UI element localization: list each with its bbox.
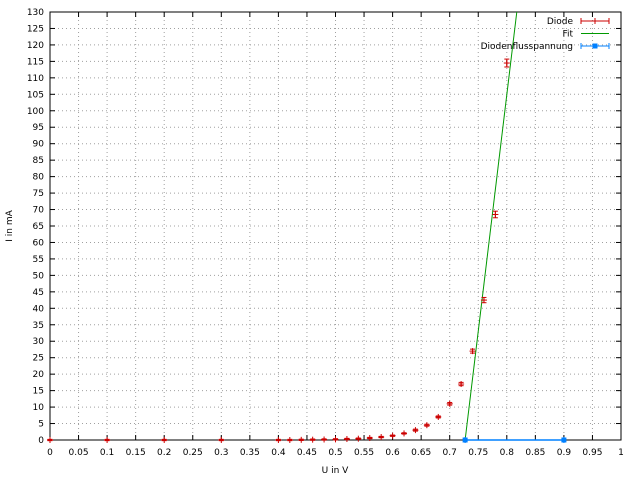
diode-point xyxy=(423,422,430,429)
legend-label: Diode xyxy=(547,17,574,27)
diode-point xyxy=(275,437,282,443)
y-tick-label: 70 xyxy=(33,206,45,216)
x-tick-label: 0.8 xyxy=(500,448,515,458)
legend-label: Diodenflusspannung xyxy=(481,42,573,52)
series-diodenflusspannung xyxy=(462,437,567,443)
y-tick-label: 110 xyxy=(27,74,44,84)
y-tick-label: 75 xyxy=(33,189,44,199)
y-tick-label: 85 xyxy=(33,156,44,166)
x-tick-label: 0.95 xyxy=(582,448,602,458)
y-tick-label: 45 xyxy=(33,288,44,298)
y-tick-label: 120 xyxy=(27,41,44,51)
series-fit xyxy=(464,11,518,441)
x-tick-label: 0.35 xyxy=(240,448,260,458)
x-tick-label: 0.15 xyxy=(126,448,146,458)
diode-point xyxy=(435,413,442,420)
y-tick-label: 10 xyxy=(33,403,45,413)
diodenflusspannung-point xyxy=(561,437,567,443)
y-axis: 0 5 10 15 20 25 30 35 40 45 50 55 60 65 70 75 80 85 90 95 10… xyxy=(27,8,621,446)
y-tick-label: 95 xyxy=(33,123,44,133)
y-tick-label: 0 xyxy=(38,436,44,446)
x-axis-label: U in V xyxy=(322,466,350,476)
diode-point xyxy=(492,210,499,219)
x-tick-label: 0.4 xyxy=(271,448,286,458)
y-tick-label: 80 xyxy=(33,173,45,183)
y-tick-label: 25 xyxy=(33,354,44,364)
diode-point xyxy=(389,432,396,439)
x-tick-label: 0.75 xyxy=(468,448,488,458)
y-tick-label: 30 xyxy=(33,337,45,347)
x-tick-label: 0.1 xyxy=(100,448,114,458)
fit-line xyxy=(464,11,518,441)
y-tick-label: 105 xyxy=(27,90,44,100)
x-tick-label: 1 xyxy=(618,448,624,458)
diode-point xyxy=(458,381,465,388)
x-tick-label: 0.65 xyxy=(411,448,431,458)
legend-entry-diode: Diode xyxy=(547,17,610,27)
y-axis-label: I in mA xyxy=(5,209,15,241)
diode-point xyxy=(480,296,487,304)
y-tick-label: 50 xyxy=(33,271,45,281)
x-tick-label: 0.6 xyxy=(385,448,400,458)
x-tick-label: 0.9 xyxy=(557,448,572,458)
diode-point xyxy=(412,427,419,434)
y-tick-label: 65 xyxy=(33,222,44,232)
x-tick-label: 0.45 xyxy=(297,448,317,458)
x-tick-label: 0.7 xyxy=(443,448,457,458)
diode-point xyxy=(47,437,53,443)
legend-entry-diodenflusspannung: Diodenflusspannung xyxy=(481,42,610,52)
y-tick-label: 20 xyxy=(33,370,45,380)
series-diode xyxy=(47,58,510,443)
diode-point xyxy=(218,437,225,443)
diode-point xyxy=(332,436,339,443)
x-tick-label: 0.5 xyxy=(328,448,342,458)
y-tick-label: 125 xyxy=(27,24,44,34)
y-tick-label: 35 xyxy=(33,321,44,331)
series-layer xyxy=(47,11,567,443)
legend-label: Fit xyxy=(562,30,573,40)
y-tick-label: 130 xyxy=(27,8,44,18)
x-tick-label: 0.25 xyxy=(183,448,203,458)
diode-point xyxy=(343,436,350,443)
y-tick-label: 100 xyxy=(27,107,44,117)
y-tick-label: 5 xyxy=(38,420,44,430)
y-tick-label: 60 xyxy=(33,238,45,248)
diode-point xyxy=(469,348,476,355)
diode-point xyxy=(161,437,168,443)
x-tick-label: 0.05 xyxy=(69,448,89,458)
diode-point xyxy=(298,436,305,443)
diode-point xyxy=(503,58,510,68)
y-tick-label: 40 xyxy=(33,304,45,314)
x-tick-label: 0 xyxy=(47,448,53,458)
diode-point xyxy=(366,435,373,442)
legend: Diode Fit Diodenflusspannung xyxy=(481,17,610,52)
x-tick-label: 0.3 xyxy=(214,448,228,458)
y-tick-label: 15 xyxy=(33,387,44,397)
legend-swatch-marker xyxy=(592,43,598,49)
y-tick-label: 55 xyxy=(33,255,44,265)
x-tick-label: 0.2 xyxy=(157,448,171,458)
y-tick-label: 115 xyxy=(27,57,44,67)
diode-point xyxy=(355,435,362,442)
x-tick-label: 0.85 xyxy=(525,448,545,458)
y-tick-label: 90 xyxy=(33,140,45,150)
diode-point xyxy=(321,436,328,443)
legend-entry-fit: Fit xyxy=(562,30,609,40)
diode-point xyxy=(104,437,111,443)
diode-point xyxy=(401,430,408,437)
diodenflusspannung-point xyxy=(462,437,468,443)
x-axis: 0 0.05 0.1 0.15 0.2 0.25 0.3 0.35 0.4 0.45 0.5 0.55… xyxy=(47,12,624,458)
diode-point xyxy=(378,434,385,441)
diode-point xyxy=(286,437,293,443)
diode-point xyxy=(446,400,453,407)
diode-point xyxy=(309,436,316,443)
grid xyxy=(50,12,621,440)
x-tick-label: 0.55 xyxy=(354,448,374,458)
